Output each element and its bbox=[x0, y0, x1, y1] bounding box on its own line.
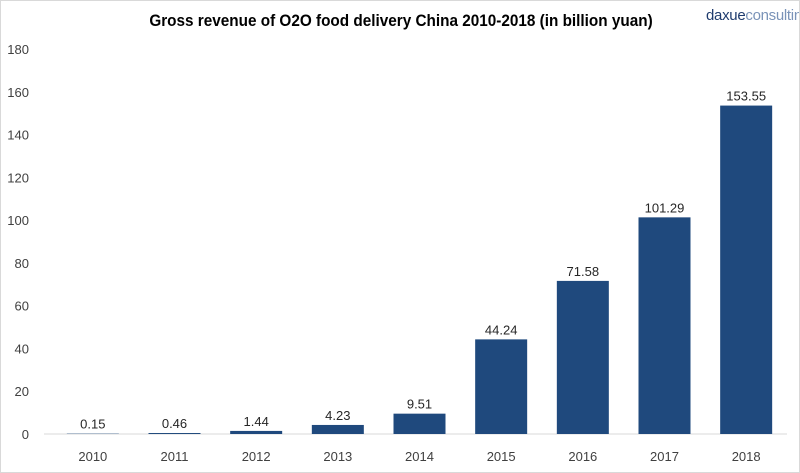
bar bbox=[311, 424, 364, 434]
x-tick-label: 2015 bbox=[487, 449, 516, 464]
x-tick-label: 2013 bbox=[323, 449, 352, 464]
data-label: 1.44 bbox=[244, 414, 269, 429]
x-tick-label: 2010 bbox=[78, 449, 107, 464]
bar bbox=[475, 339, 528, 434]
bar bbox=[720, 105, 773, 434]
y-tick-label: 0 bbox=[22, 427, 29, 442]
data-label: 0.46 bbox=[162, 416, 187, 431]
bar bbox=[556, 280, 609, 434]
data-label: 101.29 bbox=[645, 200, 685, 215]
bar bbox=[638, 217, 691, 434]
data-label: 4.23 bbox=[325, 408, 350, 423]
y-tick-label: 140 bbox=[7, 128, 29, 143]
data-label: 9.51 bbox=[407, 397, 432, 412]
x-tick-label: 2018 bbox=[732, 449, 761, 464]
bar bbox=[230, 430, 283, 434]
data-label: 153.55 bbox=[726, 89, 766, 104]
data-label: 71.58 bbox=[567, 264, 600, 279]
logo-bold: daxue bbox=[706, 7, 746, 24]
x-tick-label: 2011 bbox=[161, 449, 189, 464]
y-tick-label: 80 bbox=[15, 256, 29, 271]
y-tick-label: 160 bbox=[7, 85, 29, 100]
y-tick-label: 120 bbox=[7, 170, 29, 185]
x-tick-label: 2016 bbox=[568, 449, 597, 464]
data-label: 44.24 bbox=[485, 322, 518, 337]
daxue-consulting-logo: daxueconsulting bbox=[706, 7, 799, 24]
y-tick-label: 20 bbox=[15, 384, 29, 399]
chart-title: Gross revenue of O2O food delivery China… bbox=[149, 11, 653, 30]
y-tick-label: 100 bbox=[7, 213, 29, 228]
x-tick-label: 2017 bbox=[650, 449, 679, 464]
x-tick-label: 2012 bbox=[242, 449, 271, 464]
data-label: 0.15 bbox=[80, 417, 105, 432]
bar bbox=[148, 433, 201, 434]
y-tick-label: 40 bbox=[15, 341, 29, 356]
x-tick-label: 2014 bbox=[405, 449, 434, 464]
logo-light: consulting bbox=[745, 7, 799, 24]
y-tick-label: 60 bbox=[15, 299, 29, 314]
bar bbox=[393, 413, 446, 434]
y-tick-label: 180 bbox=[7, 42, 29, 57]
